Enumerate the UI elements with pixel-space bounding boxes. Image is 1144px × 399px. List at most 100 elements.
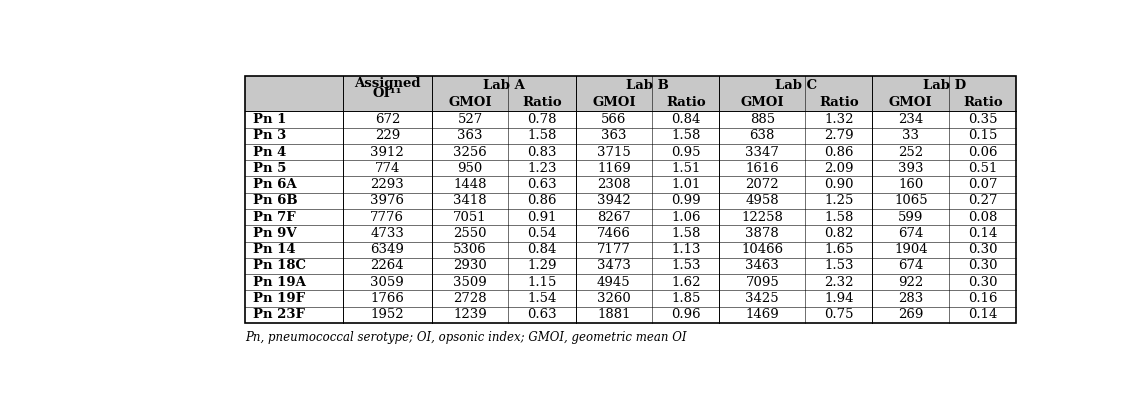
Text: 3715: 3715 — [597, 146, 630, 158]
Text: 363: 363 — [601, 129, 627, 142]
Bar — [245, 274, 1016, 290]
Text: 1169: 1169 — [597, 162, 630, 175]
Text: 1.23: 1.23 — [527, 162, 557, 175]
Text: 7095: 7095 — [746, 276, 779, 289]
Text: 4958: 4958 — [746, 194, 779, 207]
Text: 4733: 4733 — [371, 227, 404, 240]
Text: 1.58: 1.58 — [824, 211, 853, 223]
Text: 674: 674 — [898, 259, 923, 273]
Text: 0.86: 0.86 — [527, 194, 557, 207]
Text: 0.83: 0.83 — [527, 146, 557, 158]
Text: 0.90: 0.90 — [824, 178, 853, 191]
Text: Lab D: Lab D — [923, 79, 966, 92]
Text: 2.09: 2.09 — [824, 162, 853, 175]
Text: Pn 4: Pn 4 — [253, 146, 286, 158]
Text: 0.63: 0.63 — [527, 308, 557, 321]
Bar — [245, 209, 1016, 225]
Text: 0.86: 0.86 — [824, 146, 853, 158]
Text: 1904: 1904 — [893, 243, 928, 256]
Text: 393: 393 — [898, 162, 923, 175]
Bar — [245, 128, 1016, 144]
Text: 1.06: 1.06 — [672, 211, 700, 223]
Text: Pn 1: Pn 1 — [253, 113, 286, 126]
Text: Pn 18C: Pn 18C — [253, 259, 305, 273]
Text: Pn 5: Pn 5 — [253, 162, 286, 175]
Text: 527: 527 — [458, 113, 483, 126]
Text: Ratio: Ratio — [522, 96, 562, 109]
Text: 1.15: 1.15 — [527, 276, 557, 289]
Text: 950: 950 — [458, 162, 483, 175]
Text: 1065: 1065 — [893, 194, 928, 207]
Text: 1.32: 1.32 — [824, 113, 853, 126]
Text: Lab B: Lab B — [626, 79, 669, 92]
Text: 2550: 2550 — [453, 227, 486, 240]
Text: Pn 6A: Pn 6A — [253, 178, 296, 191]
Bar — [245, 160, 1016, 176]
Text: Lab A: Lab A — [483, 79, 525, 92]
Text: 252: 252 — [898, 146, 923, 158]
Text: 1239: 1239 — [453, 308, 487, 321]
Text: 922: 922 — [898, 276, 923, 289]
Text: Pn 14: Pn 14 — [253, 243, 295, 256]
Text: 283: 283 — [898, 292, 923, 305]
Text: 2293: 2293 — [371, 178, 404, 191]
Text: Assigned: Assigned — [355, 77, 421, 90]
Bar — [245, 75, 1016, 323]
Bar — [245, 241, 1016, 258]
Text: Pn 19F: Pn 19F — [253, 292, 304, 305]
Text: 3059: 3059 — [371, 276, 404, 289]
Text: 363: 363 — [458, 129, 483, 142]
Text: 1.29: 1.29 — [527, 259, 557, 273]
Text: 2728: 2728 — [453, 292, 487, 305]
Text: 1.58: 1.58 — [672, 227, 700, 240]
Text: Ratio: Ratio — [666, 96, 706, 109]
Text: 1.01: 1.01 — [672, 178, 700, 191]
Text: 0.30: 0.30 — [968, 276, 998, 289]
Text: 7177: 7177 — [597, 243, 630, 256]
Text: 672: 672 — [375, 113, 400, 126]
Text: 0.84: 0.84 — [527, 243, 557, 256]
Text: 229: 229 — [375, 129, 400, 142]
Text: 8267: 8267 — [597, 211, 630, 223]
Text: GMOI: GMOI — [740, 96, 784, 109]
Text: 7466: 7466 — [597, 227, 630, 240]
Text: 0.15: 0.15 — [968, 129, 998, 142]
Text: 0.91: 0.91 — [527, 211, 557, 223]
Bar — [245, 193, 1016, 209]
Text: 160: 160 — [898, 178, 923, 191]
Text: 3878: 3878 — [746, 227, 779, 240]
Text: 0.14: 0.14 — [968, 227, 998, 240]
Text: 0.54: 0.54 — [527, 227, 557, 240]
Text: 1.65: 1.65 — [824, 243, 853, 256]
Text: 0.07: 0.07 — [968, 178, 998, 191]
Text: Pn 19A: Pn 19A — [253, 276, 305, 289]
Text: 234: 234 — [898, 113, 923, 126]
Text: 1469: 1469 — [746, 308, 779, 321]
Text: 0.51: 0.51 — [968, 162, 998, 175]
Text: 10466: 10466 — [741, 243, 784, 256]
Bar — [245, 176, 1016, 193]
Text: 3912: 3912 — [371, 146, 404, 158]
Text: 0.99: 0.99 — [670, 194, 700, 207]
Text: 3260: 3260 — [597, 292, 630, 305]
Text: GMOI: GMOI — [448, 96, 492, 109]
Text: 3256: 3256 — [453, 146, 487, 158]
Text: Pn, pneumococcal serotype; OI, opsonic index; GMOI, geometric mean OI: Pn, pneumococcal serotype; OI, opsonic i… — [245, 330, 686, 344]
Bar — [245, 111, 1016, 128]
Bar — [245, 258, 1016, 274]
Text: 2930: 2930 — [453, 259, 487, 273]
Text: 1.62: 1.62 — [672, 276, 700, 289]
Text: 1448: 1448 — [453, 178, 486, 191]
Text: 0.63: 0.63 — [527, 178, 557, 191]
Text: 3347: 3347 — [746, 146, 779, 158]
Text: 0.14: 0.14 — [968, 308, 998, 321]
Text: 885: 885 — [749, 113, 774, 126]
Text: 3509: 3509 — [453, 276, 487, 289]
Text: OI¹¹: OI¹¹ — [373, 87, 403, 100]
Text: Ratio: Ratio — [819, 96, 859, 109]
Text: GMOI: GMOI — [889, 96, 932, 109]
Text: 1.58: 1.58 — [527, 129, 557, 142]
Text: 0.06: 0.06 — [968, 146, 998, 158]
Text: 0.08: 0.08 — [968, 211, 998, 223]
Text: 1766: 1766 — [371, 292, 404, 305]
